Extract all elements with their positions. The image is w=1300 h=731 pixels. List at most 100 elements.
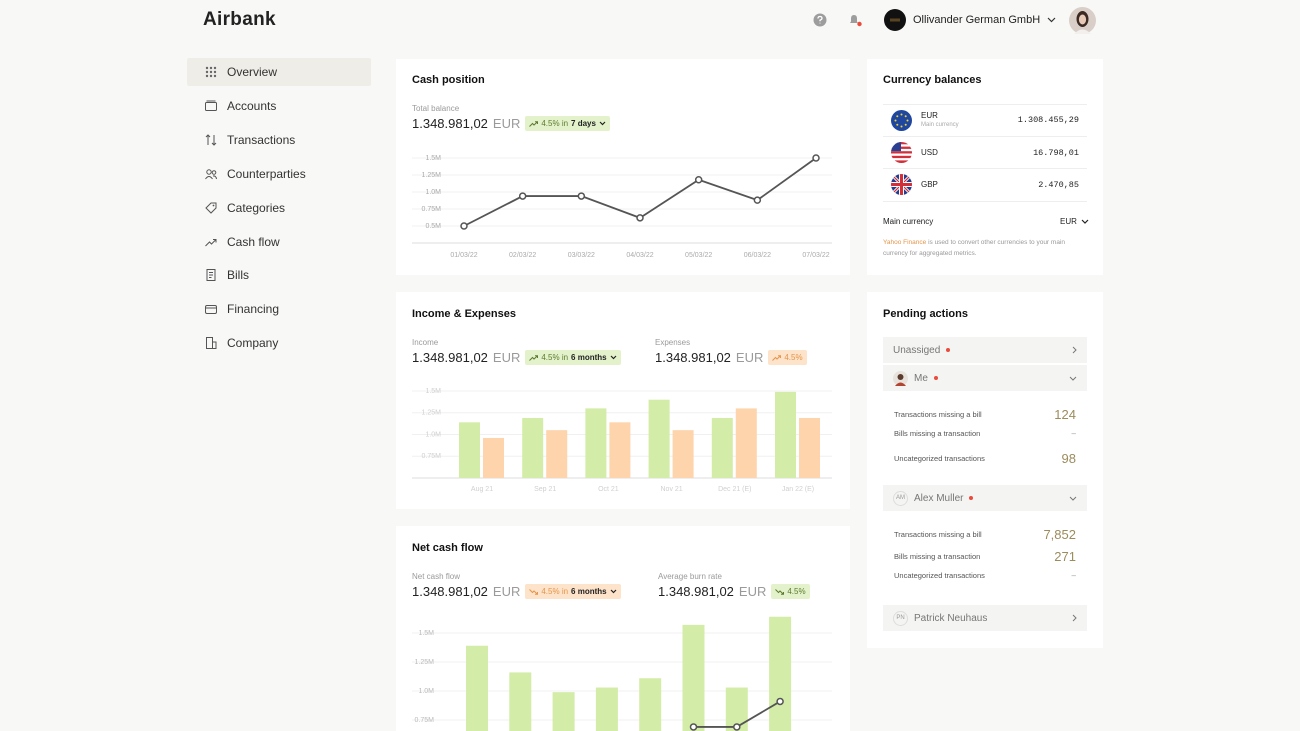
period: 7 days xyxy=(571,119,596,128)
item-count: 7,852 xyxy=(1043,527,1076,542)
action-item[interactable]: Uncategorized transactions – xyxy=(894,571,1076,580)
nav-label: Counterparties xyxy=(227,166,306,181)
currency: EUR xyxy=(492,116,521,131)
change: 4.5% xyxy=(784,353,803,362)
nav-item[interactable]: Overview xyxy=(187,58,371,86)
change-badge[interactable]: 4.5% in 6 months xyxy=(525,350,621,365)
notification-icon[interactable] xyxy=(847,12,863,28)
amount: 1.348.981,02 xyxy=(412,350,488,365)
nav-icon xyxy=(205,202,217,214)
nav-item[interactable]: Company xyxy=(187,329,371,357)
initials: PN xyxy=(893,610,908,626)
user-avatar[interactable] xyxy=(1069,7,1096,34)
net-row: 1.348.981,02 EUR 4.5% in 6 months xyxy=(412,584,621,599)
item-label: Bills missing a transaction xyxy=(894,552,981,561)
group-name: Alex Muller xyxy=(914,492,964,504)
nav-icon xyxy=(205,66,217,78)
currency-row[interactable]: GBP 2.470,85 xyxy=(883,168,1087,202)
nav-label: Cash flow xyxy=(227,234,280,249)
nav-item[interactable]: Transactions xyxy=(187,126,371,154)
net-label: Net cash flow xyxy=(412,572,461,581)
main-currency-select[interactable]: EUR xyxy=(1060,217,1089,226)
change-badge[interactable]: 4.5% in 7 days xyxy=(525,116,610,131)
expenses-row: 1.348.981,02 EUR 4.5% xyxy=(655,350,807,365)
action-item[interactable]: Transactions missing a bill 124 xyxy=(894,407,1076,422)
card-title: Cash position xyxy=(412,74,485,86)
change: 4.5% in xyxy=(541,587,569,596)
me-row[interactable]: Me xyxy=(883,365,1087,391)
action-item[interactable]: Bills missing a transaction 271 xyxy=(894,549,1076,564)
net-cash-flow-card xyxy=(396,526,850,731)
currency-row[interactable]: EUR Main currency 1.308.455,29 xyxy=(883,104,1087,137)
nav-item[interactable]: Categories xyxy=(187,194,371,222)
main-currency: EUR xyxy=(1060,217,1077,226)
nav-icon xyxy=(206,269,216,282)
nav-icon xyxy=(206,337,217,350)
currency-note: Main currency xyxy=(921,122,959,128)
amount: 1.348.981,02 xyxy=(412,116,488,131)
currency-code: EUR xyxy=(921,111,938,120)
alex-row[interactable]: AM Alex Muller xyxy=(883,485,1087,511)
item-label: Bills missing a transaction xyxy=(894,429,981,438)
card-title: Currency balances xyxy=(883,74,982,86)
nav-item[interactable]: Cash flow xyxy=(187,228,371,256)
help-icon[interactable] xyxy=(813,13,827,27)
action-item[interactable]: Uncategorized transactions 98 xyxy=(894,451,1076,466)
chevron xyxy=(1047,17,1056,23)
amount: 1.348.981,02 xyxy=(412,584,488,599)
item-label: Transactions missing a bill xyxy=(894,410,982,419)
currency: EUR xyxy=(492,584,521,599)
group-name: Me xyxy=(914,372,928,384)
nav-item[interactable]: Bills xyxy=(187,261,371,289)
item-label: Uncategorized transactions xyxy=(894,571,985,580)
income-row: 1.348.981,02 EUR 4.5% in 6 months xyxy=(412,350,621,365)
card-title: Net cash flow xyxy=(412,542,483,554)
source-link[interactable]: Yahoo Finance xyxy=(883,239,927,246)
change: 4.5% in xyxy=(541,119,569,128)
item-label: Uncategorized transactions xyxy=(894,454,985,463)
burn-row: 1.348.981,02 EUR 4.5% xyxy=(658,584,810,599)
currency-amount: 2.470,85 xyxy=(1038,180,1079,190)
nav-label: Overview xyxy=(227,65,278,79)
balance-row: 1.348.981,02 EUR 4.5% in 7 days xyxy=(412,116,610,131)
burn-label: Average burn rate xyxy=(658,572,722,581)
logo[interactable]: Airbank xyxy=(203,9,276,30)
item-count: 98 xyxy=(1061,451,1076,466)
nav-item[interactable]: Counterparties xyxy=(187,160,371,188)
income-label: Income xyxy=(412,338,439,347)
nav-icon xyxy=(205,100,217,111)
nav-icon xyxy=(205,238,217,246)
currency-balances-card xyxy=(867,59,1103,275)
item-label: Transactions missing a bill xyxy=(894,530,982,539)
initials: AM xyxy=(893,490,908,506)
change-badge[interactable]: 4.5% in 6 months xyxy=(525,584,621,599)
currency-code: USD xyxy=(921,148,938,157)
patrick-row[interactable]: PN Patrick Neuhaus xyxy=(883,605,1087,631)
item-count: – xyxy=(1071,571,1076,580)
currency-code: GBP xyxy=(921,180,938,189)
currency-row[interactable]: USD 16.798,01 xyxy=(883,136,1087,169)
expenses-label: Expenses xyxy=(655,338,691,347)
amount: 1.348.981,02 xyxy=(655,350,731,365)
nav-item[interactable]: Financing xyxy=(187,295,371,323)
company-switcher[interactable]: Ollivander German GmbH xyxy=(884,9,1056,31)
main-currency-label: Main currency xyxy=(883,217,934,226)
nav-label: Financing xyxy=(227,302,280,317)
card-title: Income & Expenses xyxy=(412,308,516,320)
currency: EUR xyxy=(738,584,767,599)
period: 6 months xyxy=(571,353,607,362)
balance-label: Total balance xyxy=(412,104,460,113)
unassigned-row[interactable]: Unassiged xyxy=(883,337,1087,363)
change: 4.5% in xyxy=(541,353,569,362)
change-badge: 4.5% xyxy=(768,350,807,365)
action-item[interactable]: Bills missing a transaction – xyxy=(894,429,1076,438)
nav-item[interactable]: Accounts xyxy=(187,92,371,120)
period: 6 months xyxy=(571,587,607,596)
currency-amount: 1.308.455,29 xyxy=(1017,115,1079,125)
action-item[interactable]: Transactions missing a bill 7,852 xyxy=(894,527,1076,542)
income-expenses-card xyxy=(396,292,850,509)
source-note: Yahoo Finance is used to convert other c… xyxy=(883,237,1083,259)
group-name: Unassiged xyxy=(893,344,941,356)
card-title: Pending actions xyxy=(883,308,968,320)
